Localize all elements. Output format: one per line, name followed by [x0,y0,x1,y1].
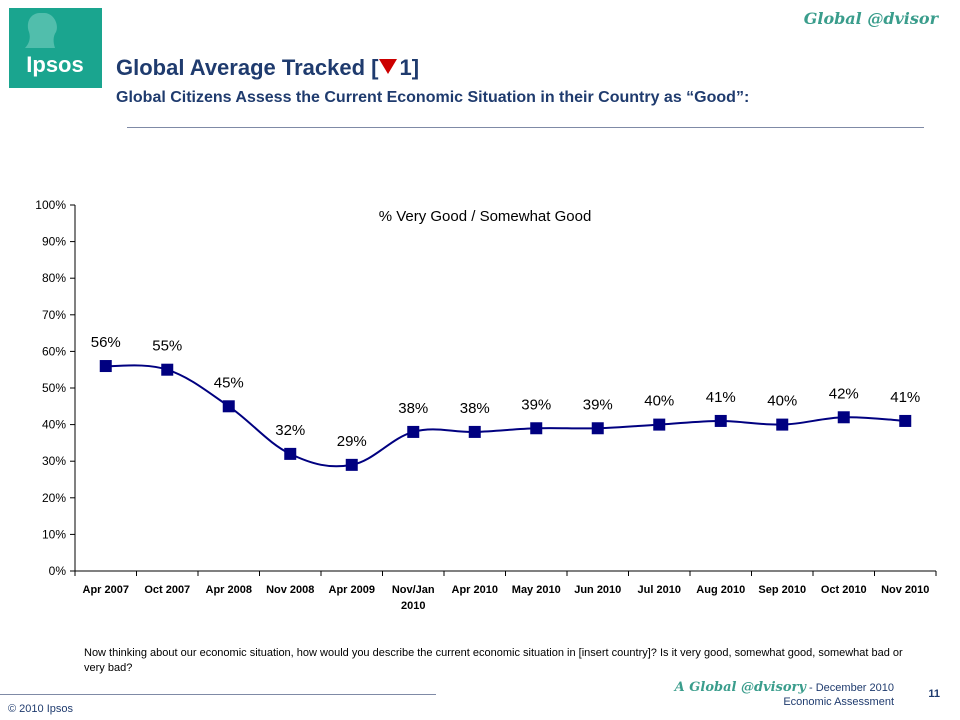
data-point-marker [345,458,358,471]
copyright: © 2010 Ipsos [8,703,73,715]
data-label: 39% [583,396,613,413]
logo-silhouette [25,13,57,48]
x-tick-label: Aug 2010 [696,584,745,596]
x-tick-label: Apr 2007 [83,584,129,596]
x-tick-label: Jun 2010 [574,584,621,596]
data-point-marker [714,414,727,427]
footer-brand: A Global @dvisory [674,680,806,695]
x-tick-label: Oct 2007 [144,584,190,596]
y-tick-label: 30% [42,454,66,468]
footer-divider [0,694,436,695]
y-tick-label: 20% [42,491,66,505]
x-tick-label: Nov 2010 [881,584,929,596]
x-tick-label: Apr 2008 [206,584,252,596]
footer-date: - December 2010 [805,682,894,694]
page-number: 11 [928,688,940,700]
y-tick-label: 50% [42,381,66,395]
x-tick-label: Apr 2010 [452,584,498,596]
data-point-marker [161,363,174,376]
logo-text: Ipsos [26,52,83,77]
data-label: 39% [521,396,551,413]
page-subtitle: Global Citizens Assess the Current Econo… [116,89,750,106]
data-label: 55% [152,338,182,355]
data-label: 40% [644,393,674,410]
y-tick-label: 0% [49,564,67,578]
data-label: 45% [214,374,244,391]
chart-series: 56% 55% 45% 32% 29% 38% 38% 39% 39% 40% 41% 40% 42% 4… [91,334,920,471]
y-tick-label: 10% [42,527,66,541]
data-label: 38% [460,400,490,417]
y-tick-label: 100% [35,198,66,212]
data-point-marker [222,400,235,413]
title-change: 1 [399,55,412,80]
data-label: 41% [890,389,920,406]
data-point-marker [284,447,297,460]
y-tick-label: 90% [42,235,66,249]
title-prefix: Global Average Tracked [ [116,55,379,80]
y-tick-label: 70% [42,308,66,322]
y-tick-label: 40% [42,418,66,432]
title-suffix: ] [411,55,420,80]
data-label: 56% [91,334,121,351]
data-label: 40% [767,393,797,410]
y-tick-label: 80% [42,271,66,285]
chart-title: % Very Good / Somewhat Good [379,208,592,225]
data-label: 38% [398,400,428,417]
data-label: 32% [275,422,305,439]
header-divider [127,127,924,128]
survey-question: Now thinking about our economic situatio… [84,647,903,674]
footer-line-1: A Global @dvisory - December 2010 [675,681,894,695]
line-chart: % Very Good / Somewhat Good 0% 10% 20% 30% 4… [35,198,937,612]
x-tick-label: Nov/Jan [392,584,435,596]
ipsos-logo: Ipsos [9,8,102,88]
brand-name: Global @dvisor [803,9,938,28]
data-point-marker [530,422,543,435]
data-point-marker [99,360,112,373]
data-point-marker [837,411,850,424]
x-tick-label: Nov 2008 [266,584,314,596]
data-point-marker [776,418,789,431]
x-tick-label: Apr 2009 [329,584,375,596]
x-tick-label: Jul 2010 [638,584,681,596]
page-title: Global Average Tracked [ 1] [116,55,419,81]
down-triangle-icon [379,59,398,74]
x-tick-label: May 2010 [512,584,561,596]
footer-line-2: Economic Assessment [783,696,894,708]
data-label: 29% [337,433,367,450]
x-tick-label: Oct 2010 [821,584,867,596]
footer-info: A Global @dvisory - December 2010 Econom… [675,681,894,709]
y-tick-label: 60% [42,344,66,358]
data-label: 41% [706,389,736,406]
chart-axes: 0% 10% 20% 30% 40% 50% 60% 70% 80% 90% 100% Apr 200… [35,198,937,612]
data-point-marker [407,425,420,438]
data-point-marker [468,425,481,438]
data-point-marker [653,418,666,431]
x-tick-label: Sep 2010 [758,584,806,596]
x-tick-label: 2010 [401,600,425,612]
data-point-marker [899,414,912,427]
data-point-marker [591,422,604,435]
data-label: 42% [829,385,859,402]
